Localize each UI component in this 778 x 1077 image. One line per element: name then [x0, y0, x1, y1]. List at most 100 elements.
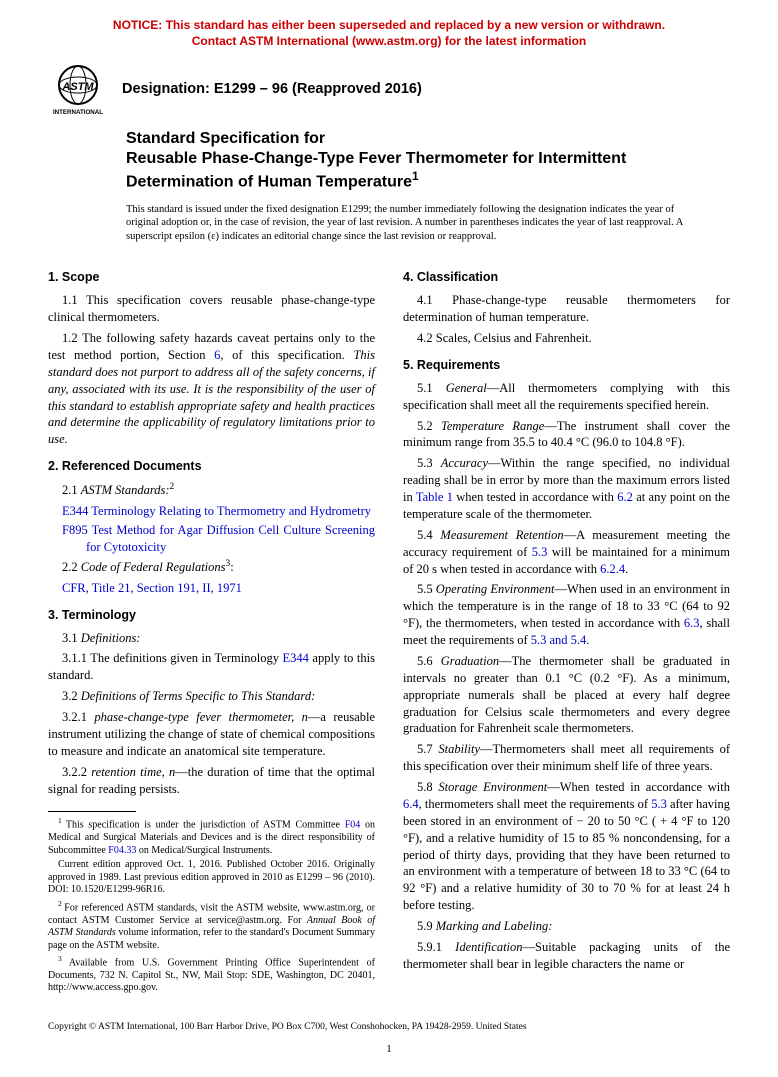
para-2.2-num: 2.2 — [62, 560, 81, 574]
para-5.6: 5.6 Graduation—The thermometer shall be … — [403, 653, 730, 737]
p5.9.1-num: 5.9.1 — [417, 940, 455, 954]
section-3-head: 3. Terminology — [48, 607, 375, 624]
title-prefix: Standard Specification for — [126, 129, 730, 149]
para-4.2: 4.2 Scales, Celsius and Fahrenheit. — [403, 330, 730, 347]
p5.9-term: Marking and Labeling: — [436, 919, 553, 933]
supersession-notice: NOTICE: This standard has either been su… — [48, 18, 730, 49]
term-phase-change: phase-change-type fever thermometer, n — [94, 710, 307, 724]
para-1.2-b: , of this specification. — [220, 348, 353, 362]
notice-line1: NOTICE: This standard has either been su… — [113, 18, 665, 32]
p5.8-d: after having been stored in an environme… — [403, 797, 730, 912]
p5.3-num: 5.3 — [417, 456, 441, 470]
footnote-3: 3 Available from U.S. Government Printin… — [48, 954, 375, 995]
p5.7-term: Stability — [438, 742, 480, 756]
p5.4-term: Measurement Retention — [440, 528, 563, 542]
right-column: 4. Classification 4.1 Phase-change-type … — [403, 259, 730, 996]
link-f04.33[interactable]: F04.33 — [108, 845, 136, 856]
p5.1-num: 5.1 — [417, 381, 446, 395]
link-6.2.4[interactable]: 6.2.4 — [600, 562, 625, 576]
para-5.1: 5.1 General—All thermometers complying w… — [403, 380, 730, 414]
title-main-text: Reusable Phase-Change-Type Fever Thermom… — [126, 150, 626, 190]
para-2.1-num: 2.1 — [62, 483, 81, 497]
section-2-head: 2. Referenced Documents — [48, 458, 375, 475]
link-table-1[interactable]: Table 1 — [416, 490, 453, 504]
page-number: 1 — [48, 1042, 730, 1057]
link-6.4[interactable]: 6.4 — [403, 797, 419, 811]
para-1.2-caveat: This standard does not purport to addres… — [48, 348, 375, 446]
p5.8-c: , thermometers shall meet the requiremen… — [419, 797, 652, 811]
p5.6-term: Graduation — [441, 654, 499, 668]
section-5-head: 5. Requirements — [403, 357, 730, 374]
p5.4-d: . — [625, 562, 628, 576]
link-5.3-5.4[interactable]: 5.3 and 5.4 — [531, 633, 587, 647]
fn1-a: This specification is under the jurisdic… — [66, 820, 345, 831]
para-2.1-sup: 2 — [170, 482, 175, 492]
p5.8-num: 5.8 — [417, 780, 438, 794]
footnotes-rule — [48, 811, 136, 812]
svg-text:ASTM: ASTM — [61, 81, 94, 93]
para-3.2-num: 3.2 — [62, 689, 81, 703]
p5.1-term: General — [446, 381, 487, 395]
notice-line2: Contact ASTM International (www.astm.org… — [192, 34, 586, 48]
link-5.3b[interactable]: 5.3 — [651, 797, 667, 811]
section-4-head: 4. Classification — [403, 269, 730, 286]
p5.2-term: Temperature Range — [441, 419, 544, 433]
p5.7-num: 5.7 — [417, 742, 438, 756]
footnote-2: 2 For referenced ASTM standards, visit t… — [48, 899, 375, 952]
para-1.2: 1.2 The following safety hazards caveat … — [48, 330, 375, 448]
fn1-c: on Medical/Surgical Instruments. — [136, 845, 272, 856]
para-3.1.1: 3.1.1 The definitions given in Terminolo… — [48, 650, 375, 684]
para-3.2-label: Definitions of Terms Specific to This St… — [81, 689, 316, 703]
ref-e344[interactable]: E344 Terminology Relating to Thermometry… — [62, 503, 375, 520]
svg-text:INTERNATIONAL: INTERNATIONAL — [53, 109, 103, 116]
para-2.1-label: ASTM Standards: — [81, 483, 170, 497]
link-f04[interactable]: F04 — [345, 820, 361, 831]
title-sup: 1 — [412, 169, 419, 183]
para-3.2.1-num: 3.2.1 — [62, 710, 94, 724]
para-3.2.1: 3.2.1 phase-change-type fever thermomete… — [48, 709, 375, 760]
p5.3-term: Accuracy — [441, 456, 488, 470]
para-2.1: 2.1 ASTM Standards:2 — [48, 481, 375, 499]
p5.9-num: 5.9 — [417, 919, 436, 933]
ref-f895[interactable]: F895 Test Method for Agar Diffusion Cell… — [62, 522, 375, 556]
p5.4-num: 5.4 — [417, 528, 440, 542]
copyright: Copyright © ASTM International, 100 Barr… — [48, 1021, 730, 1034]
para-5.9: 5.9 Marking and Labeling: — [403, 918, 730, 935]
header-row: ASTM INTERNATIONAL Designation: E1299 – … — [48, 63, 730, 117]
para-2.2-label: Code of Federal Regulations — [81, 560, 226, 574]
para-3.1: 3.1 Definitions: — [48, 630, 375, 647]
link-e344[interactable]: E344 — [282, 651, 308, 665]
para-2.2-colon: : — [230, 560, 233, 574]
para-5.4: 5.4 Measurement Retention—A measurement … — [403, 527, 730, 578]
para-1.1: 1.1 This specification covers reusable p… — [48, 292, 375, 326]
para-3.1-num: 3.1 — [62, 631, 81, 645]
title-block: Standard Specification for Reusable Phas… — [126, 129, 730, 192]
para-3.2: 3.2 Definitions of Terms Specific to Thi… — [48, 688, 375, 705]
para-5.2: 5.2 Temperature Range—The instrument sha… — [403, 418, 730, 452]
para-2.2: 2.2 Code of Federal Regulations3: — [48, 558, 375, 576]
section-1-head: 1. Scope — [48, 269, 375, 286]
title-main: Reusable Phase-Change-Type Fever Thermom… — [126, 149, 730, 192]
link-6.2[interactable]: 6.2 — [617, 490, 633, 504]
para-3.1.1-a: 3.1.1 The definitions given in Terminolo… — [62, 651, 282, 665]
p5.2-num: 5.2 — [417, 419, 441, 433]
para-4.1: 4.1 Phase-change-type reusable thermomet… — [403, 292, 730, 326]
designation: Designation: E1299 – 96 (Reapproved 2016… — [122, 80, 422, 100]
link-5.3[interactable]: 5.3 — [532, 545, 548, 559]
p5.3-c: when tested in accordance with — [453, 490, 617, 504]
link-6.3[interactable]: 6.3 — [684, 616, 700, 630]
footnote-1: 1 This specification is under the jurisd… — [48, 816, 375, 857]
p5.5-num: 5.5 — [417, 582, 436, 596]
p5.5-term: Operating Environment — [436, 582, 555, 596]
para-3.2.2-num: 3.2.2 — [62, 765, 91, 779]
body-columns: 1. Scope 1.1 This specification covers r… — [48, 259, 730, 996]
para-5.8: 5.8 Storage Environment—When tested in a… — [403, 779, 730, 914]
fn3: Available from U.S. Government Printing … — [48, 957, 375, 993]
p5.6-num: 5.6 — [417, 654, 441, 668]
p5.5-d: . — [586, 633, 589, 647]
para-3.2.2: 3.2.2 retention time, n—the duration of … — [48, 764, 375, 798]
term-retention-time: retention time, n — [91, 765, 175, 779]
ref-cfr[interactable]: CFR, Title 21, Section 191, II, 1971 — [62, 580, 375, 597]
document-page: NOTICE: This standard has either been su… — [0, 0, 778, 1077]
para-5.9.1: 5.9.1 Identification—Suitable packaging … — [403, 939, 730, 973]
